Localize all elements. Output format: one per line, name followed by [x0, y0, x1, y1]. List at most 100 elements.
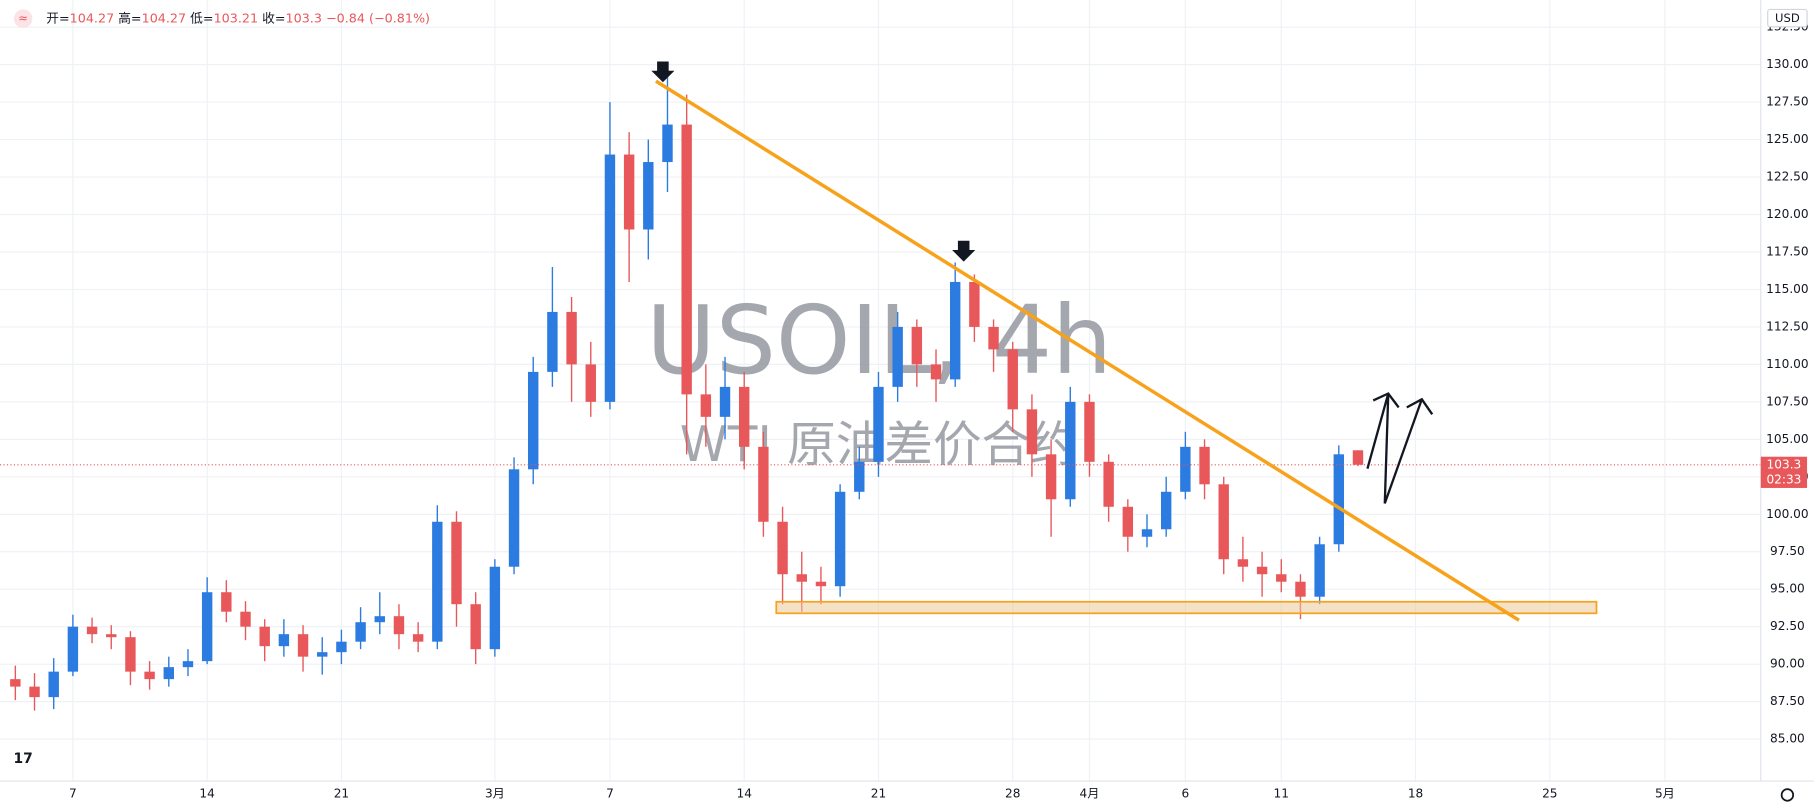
- x-tick-label: 5月: [1655, 786, 1675, 800]
- candle-body: [1180, 446, 1191, 492]
- x-tick-label: 7: [606, 786, 614, 800]
- ohlc-label: 低=: [190, 10, 213, 25]
- candle-body: [1199, 446, 1210, 485]
- logo-glyph: 17: [13, 751, 32, 767]
- candle-body: [662, 124, 673, 163]
- candle-body: [374, 616, 385, 623]
- candle-body: [1333, 454, 1345, 545]
- marker-arrow: [952, 240, 976, 262]
- y-tick-label: 97.50: [1770, 544, 1805, 558]
- candle-body: [393, 616, 405, 635]
- x-tick-label: 7: [69, 786, 77, 800]
- candle-body: [681, 124, 692, 395]
- candle-body: [1314, 544, 1325, 597]
- y-tick-label: 100.00: [1766, 507, 1808, 521]
- ohlc-header: 开=104.27 高=104.27 低=103.21 收=103.3 −0.84…: [46, 10, 430, 25]
- ohlc-label: 收=: [262, 10, 285, 25]
- candle-body: [854, 461, 865, 492]
- candle-body: [949, 281, 961, 380]
- candle-body: [1218, 484, 1229, 560]
- x-tick-label: 21: [871, 786, 886, 800]
- projection-path: [1366, 393, 1423, 504]
- candle-body: [201, 592, 213, 662]
- x-tick-label: 25: [1542, 786, 1557, 800]
- candle-body: [336, 641, 347, 653]
- y-tick-label: 110.00: [1766, 357, 1808, 371]
- candle-body: [566, 311, 577, 365]
- logo: [9, 747, 40, 771]
- candle-body: [259, 626, 270, 647]
- y-tick-label: 95.00: [1770, 582, 1805, 596]
- candle-body: [969, 281, 980, 327]
- ohlc-value: 103.21: [214, 10, 259, 25]
- candles: [0, 73, 1761, 711]
- candle-body: [796, 574, 807, 582]
- candle-body: [1352, 450, 1364, 465]
- candle-body: [719, 386, 731, 417]
- candle-body: [758, 446, 769, 522]
- candle-body: [528, 371, 539, 470]
- currency-button[interactable]: [1767, 8, 1808, 28]
- arrow-head: [1372, 392, 1400, 409]
- currency-label: USD: [1775, 11, 1800, 25]
- candle-body: [240, 611, 251, 627]
- last-price-box: [1760, 456, 1808, 488]
- candle-body: [432, 521, 443, 642]
- candle-body: [1160, 491, 1172, 530]
- y-tick-label: 125.00: [1766, 132, 1808, 146]
- y-tick-label: 130.00: [1766, 57, 1808, 71]
- y-tick-label: 85.00: [1770, 732, 1805, 746]
- y-tick-label: 127.50: [1766, 95, 1808, 109]
- y-tick-label: 112.50: [1766, 319, 1808, 333]
- x-tick-label: 14: [199, 786, 215, 800]
- change: −0.84: [326, 10, 365, 25]
- candle-body: [470, 604, 481, 650]
- x-tick-label: 28: [1005, 786, 1020, 800]
- x-tick-label: 18: [1408, 786, 1423, 800]
- candle-body: [815, 581, 827, 587]
- last-price-label: 103.3: [1767, 457, 1802, 471]
- candle-body: [86, 626, 98, 635]
- y-tick-label: 117.50: [1766, 244, 1808, 258]
- candle-body: [1103, 461, 1114, 507]
- candle-body: [297, 634, 309, 657]
- candle-body: [10, 679, 21, 687]
- settings-button[interactable]: [1780, 788, 1795, 802]
- y-tick-label: 115.00: [1766, 282, 1808, 296]
- y-tick-label: 107.50: [1766, 394, 1808, 408]
- y-tick-label: 105.00: [1766, 432, 1808, 446]
- y-tick-label: 90.00: [1770, 657, 1805, 671]
- x-tick-label: 11: [1274, 786, 1289, 800]
- y-tick-label: 92.50: [1770, 619, 1805, 633]
- candle-body: [1065, 401, 1076, 500]
- candle-body: [489, 566, 501, 650]
- candle-body: [777, 521, 788, 575]
- candle-body: [67, 626, 79, 672]
- candle-body: [988, 326, 999, 350]
- candle-body: [1026, 409, 1038, 455]
- candle-body: [144, 671, 155, 680]
- watermark: USOIL, 4h: [646, 286, 1112, 396]
- candle-body: [278, 634, 290, 647]
- ohlc-value: 104.27: [142, 10, 187, 25]
- candle-body: [700, 394, 712, 417]
- symbol-icon-glyph: ≈: [18, 11, 28, 25]
- candle-body: [317, 652, 328, 657]
- candle-body: [221, 592, 232, 612]
- candle-body: [623, 154, 635, 230]
- x-tick-label: 6: [1182, 786, 1190, 800]
- candle-body: [163, 667, 174, 680]
- candle-body: [1045, 454, 1057, 500]
- candle-body: [355, 622, 366, 642]
- candle-body: [508, 469, 520, 567]
- candle-body: [604, 154, 616, 402]
- candle-body: [892, 326, 903, 387]
- ohlc-label: 高=: [118, 10, 141, 25]
- countdown-label: 02:33: [1766, 472, 1801, 486]
- candle-body: [412, 634, 424, 642]
- candle-body: [1256, 566, 1268, 575]
- ohlc-value: 104.27: [70, 10, 115, 25]
- candle-body: [585, 364, 596, 402]
- candle-body: [643, 162, 654, 230]
